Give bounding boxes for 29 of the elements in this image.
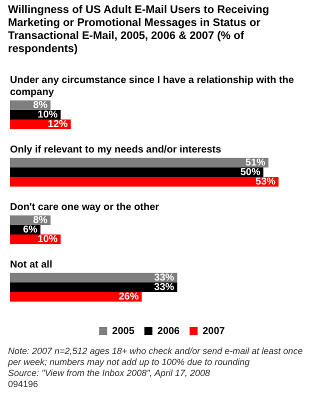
- data-label: 12%: [48, 119, 68, 130]
- bar: [10, 177, 279, 187]
- chart-title: Willingness of US Adult E-Mail Users to Receiving Marketing or Promotional Messages in Status or Transactional E-Mail, 2005, 2006 & 2007 (% of respondents): [8, 4, 270, 56]
- bar: [10, 282, 178, 292]
- legend-label: 2007: [202, 326, 226, 337]
- data-label: 33%: [154, 272, 174, 284]
- data-label: 50%: [240, 167, 260, 178]
- data-label: 10%: [38, 110, 58, 120]
- bar: [10, 292, 142, 302]
- y-tick-label: Only if relevant to my needs and/or interests: [10, 144, 222, 156]
- data-label: 51%: [245, 157, 266, 168]
- data-label: 8%: [33, 100, 48, 111]
- y-tick-label: Don't care one way or the other: [10, 202, 160, 214]
- data-label: 53%: [256, 176, 276, 188]
- source-note: Source: "View from the Inbox 2008", April 17, 2008: [8, 368, 212, 379]
- data-label: 26%: [118, 292, 139, 303]
- y-tick-label: Under any circumstance since I have a relationship with the company: [10, 75, 294, 98]
- bar: [10, 167, 264, 178]
- text: 094196: [8, 379, 40, 390]
- data-label: 33%: [154, 282, 174, 293]
- bar: [10, 158, 268, 168]
- y-tick-label: Not at all: [10, 260, 52, 271]
- data-label: 6%: [22, 224, 38, 236]
- legend-label: 2005: [112, 326, 135, 337]
- data-label: 8%: [33, 214, 48, 226]
- bar: [10, 272, 178, 282]
- legend-label: 2006: [157, 326, 180, 337]
- data-label: 10%: [38, 234, 58, 246]
- text: Note: 2007 n=2,512 ages 18+ who check and/or send e-mail at least once per week; numbers may not add up to 100% due to rounding: [8, 346, 304, 368]
